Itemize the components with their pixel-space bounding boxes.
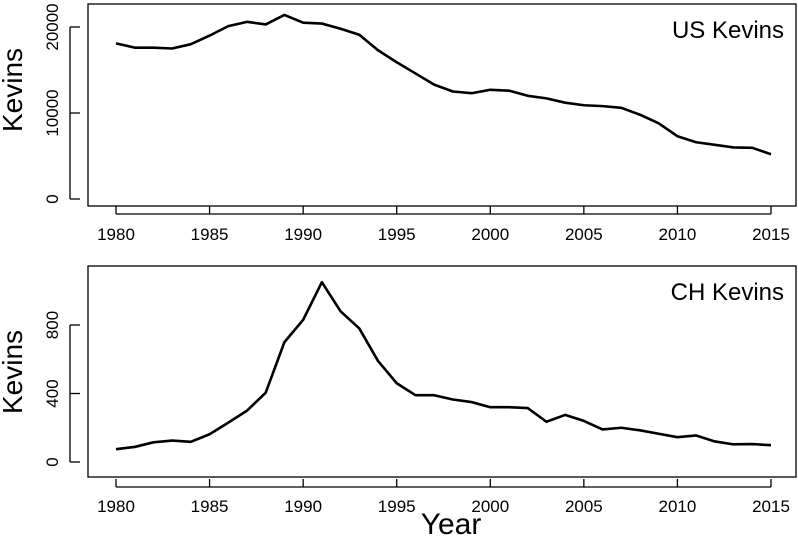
y-tick-label: 0 [43,194,62,203]
y-tick-label: 10000 [43,89,62,136]
x-tick-label: 2000 [471,225,509,244]
x-tick-label: 1990 [284,225,322,244]
panel-us-title: US Kevins [672,17,784,44]
x-tick-label: 2000 [471,497,509,516]
panel-ch: CH Kevins Kevins 0 400 800 1980 1985 1990 199… [0,265,797,541]
x-axis-title: Year [421,508,482,537]
panel-ch-frame [87,265,797,478]
y-tick-label: 400 [43,379,62,407]
panel-us-y-axis: 0 10000 20000 [43,3,80,204]
panel-ch-series-line [115,280,772,451]
x-tick-label: 2010 [659,497,697,516]
x-tick-label: 1995 [378,497,416,516]
x-tick-label: 1985 [191,225,229,244]
x-tick-label: 2015 [752,225,790,244]
x-tick-label: 2010 [659,225,697,244]
x-tick-label: 1985 [191,497,229,516]
x-tick-label: 2015 [752,497,790,516]
x-tick-label: 1995 [378,225,416,244]
y-tick-label: 0 [43,457,62,466]
panel-ch-ylabel: Kevins [0,330,28,414]
x-tick-label: 2005 [565,497,603,516]
panel-us: US Kevins Kevins 0 10000 20000 1980 1985 199… [0,3,797,244]
panel-ch-title: CH Kevins [671,279,784,306]
panel-us-x-axis: 1980 1985 1990 1995 2000 2005 2010 2015 [97,206,790,244]
x-tick-label: 1980 [97,497,135,516]
panel-us-ylabel: Kevins [0,48,28,132]
x-tick-label: 1990 [284,497,322,516]
panel-ch-x-axis: 1980 1985 1990 1995 2000 2005 2010 2015 [97,479,790,516]
panel-us-series-line [115,13,772,156]
y-tick-label: 800 [43,311,62,339]
x-tick-label: 1980 [97,225,135,244]
y-tick-label: 20000 [43,3,62,50]
panel-ch-y-axis: 0 400 800 [43,311,80,467]
x-tick-label: 2005 [565,225,603,244]
panel-us-frame [87,3,797,207]
